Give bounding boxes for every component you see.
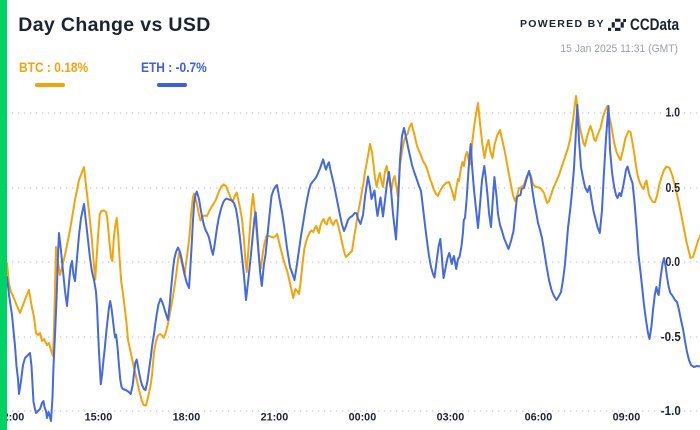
svg-text:0.0: 0.0	[666, 254, 681, 269]
svg-text:0.5: 0.5	[666, 180, 681, 195]
svg-text:1.0: 1.0	[666, 105, 681, 120]
svg-text:15:00: 15:00	[85, 412, 113, 424]
svg-text:09:00: 09:00	[613, 412, 641, 424]
svg-text:21:00: 21:00	[261, 412, 289, 424]
svg-text:03:00: 03:00	[437, 412, 465, 424]
svg-text:-0.5: -0.5	[661, 329, 681, 344]
svg-text:-1.0: -1.0	[661, 403, 681, 418]
svg-text:00:00: 00:00	[349, 412, 377, 424]
svg-text:18:00: 18:00	[173, 412, 201, 424]
svg-text:06:00: 06:00	[525, 412, 553, 424]
